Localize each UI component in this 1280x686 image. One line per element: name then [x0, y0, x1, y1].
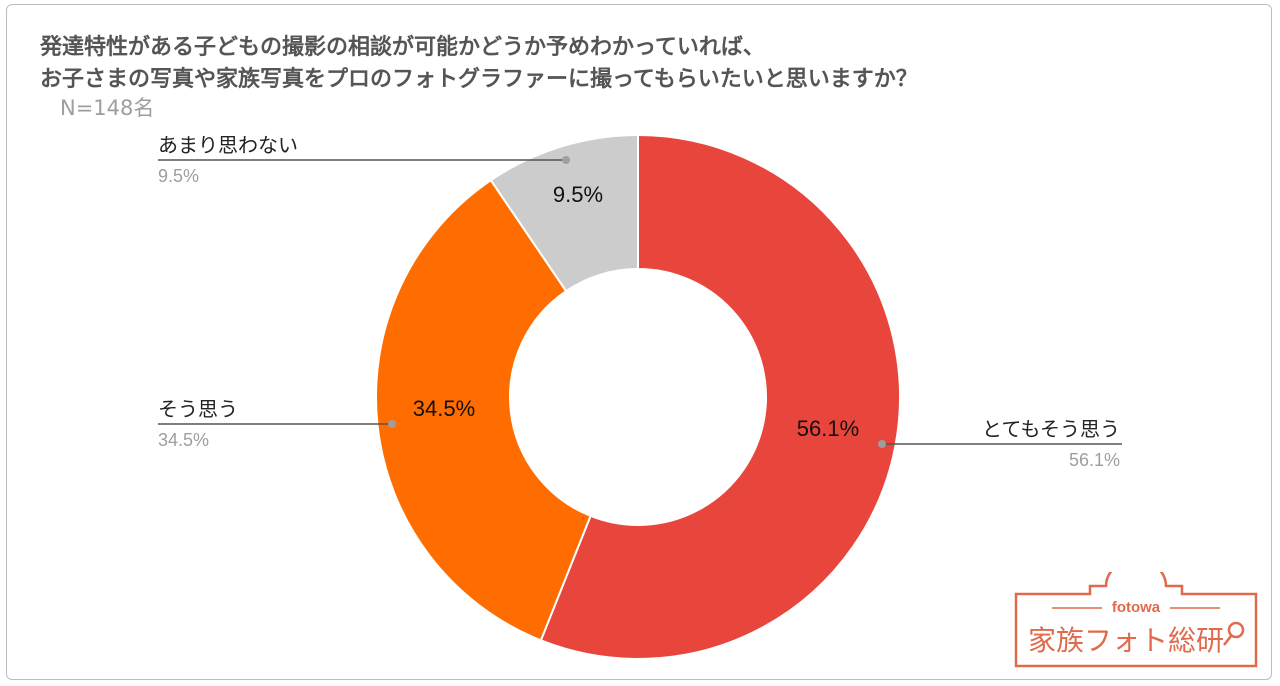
slice-value-label-0: 56.1% [797, 416, 859, 441]
callout-dot-0 [878, 440, 886, 448]
logo-name: 家族フォト総研 [1028, 624, 1224, 657]
title-line-2: お子さまの写真や家族写真をプロのフォトグラファーに撮ってもらいたいと思いますか？ [40, 67, 918, 92]
slice-category-label-1: そう思う [158, 397, 238, 421]
chart-title: 発達特性がある子どもの撮影の相談が可能かどうか予めわかっていれば、 お子さまの写… [40, 32, 918, 96]
slice-1 [375, 178, 592, 642]
slice-0 [539, 133, 901, 660]
sample-size: N=148名 [60, 96, 155, 120]
chart-frame [6, 4, 1272, 680]
slice-category-label-2: あまり思わない [158, 133, 298, 157]
slice-value-label-1: 34.5% [413, 396, 475, 421]
logo-brand: fotowa [1112, 599, 1161, 616]
slice-category-label-0: とてもそう思う [982, 417, 1120, 441]
slice-percent-label-1: 34.5% [158, 430, 209, 450]
slice-percent-label-0: 56.1% [1069, 450, 1120, 470]
magnifier-icon [1223, 621, 1245, 646]
slice-percent-label-2: 9.5% [158, 166, 199, 186]
logo-house-outline [1014, 572, 1258, 668]
fotowa-logo: fotowa 家族フォト総研 [1014, 572, 1258, 668]
callout-dot-2 [562, 156, 570, 164]
slice-2 [489, 133, 639, 293]
slice-value-label-2: 9.5% [553, 182, 603, 207]
title-line-1: 発達特性がある子どもの撮影の相談が可能かどうか予めわかっていれば、 [40, 35, 765, 60]
callout-dot-1 [388, 420, 396, 428]
